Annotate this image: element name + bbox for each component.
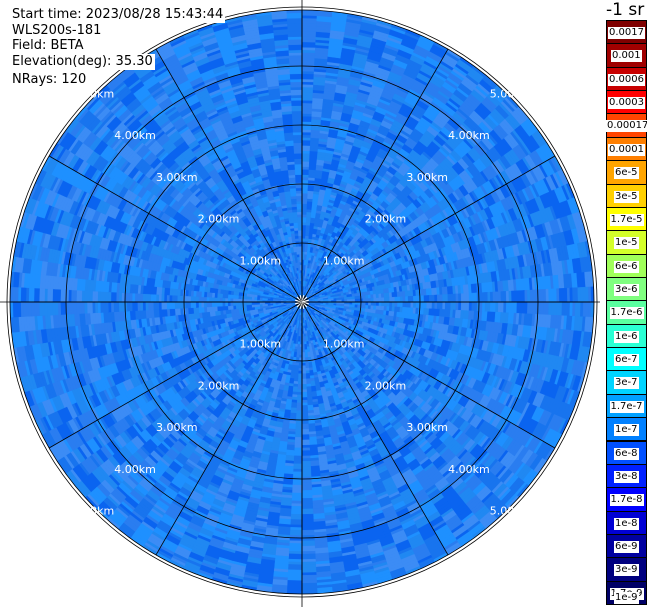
colorbar-tick-label: 1e-9 [614, 592, 639, 604]
ring-label-2km: 2.00km [365, 379, 407, 392]
ring-label-2km: 2.00km [198, 213, 240, 226]
range-ring-3km [124, 124, 480, 480]
ring-label-1km: 1.00km [323, 254, 365, 267]
azimuth-spoke-30 [301, 48, 449, 303]
range-ring-1km [242, 242, 362, 362]
colorbar-tick-label: 1.7e-5 [609, 213, 644, 226]
ring-label-2km: 2.00km [198, 379, 240, 392]
colorbar-tick-label: 6e-5 [614, 167, 639, 180]
colorbar-tick-label: 0.0003 [608, 97, 645, 110]
colorbar-tick-label: 1e-7 [614, 424, 639, 437]
ring-label-3km: 3.00km [406, 171, 448, 184]
azimuth-spoke-300 [48, 155, 303, 303]
colorbar-tick-label: 1.7e-7 [609, 400, 644, 413]
ring-label-3km: 3.00km [156, 421, 198, 434]
elevation-label: Elevation(deg): 35.30 [10, 54, 155, 70]
ring-label-1km: 1.00km [240, 254, 282, 267]
start-time-label: Start time: 2023/08/28 15:43:44 [10, 7, 226, 23]
ring-label-1km: 1.00km [240, 338, 282, 351]
field-label: Field: BETA [10, 38, 86, 54]
colorbar-tick-label: 0.0017 [608, 27, 645, 39]
ring-label-4km: 4.00km [114, 463, 156, 476]
colorbar-tick-label: 3e-9 [614, 564, 639, 577]
colorbar: 0.0017 0.001 0.0006 0.0003 0.00017 0.0001 6e-5… [606, 20, 647, 605]
ring-label-4km: 4.00km [448, 463, 490, 476]
azimuth-spoke-150 [301, 301, 449, 556]
colorbar-tick-label: 0.001 [611, 50, 642, 63]
colorbar-unit: -1 sr [606, 0, 645, 20]
colorbar-tick-label: 6e-8 [614, 447, 639, 460]
azimuth-spoke-240 [48, 301, 303, 449]
colorbar-tick-label: 1.7e-8 [609, 494, 644, 507]
nrays-label: NRays: 120 [10, 72, 89, 88]
instrument-label: WLS200s-181 [10, 23, 104, 39]
colorbar-tick-label: 1e-8 [614, 517, 639, 530]
range-ring-5km [6, 6, 598, 598]
polar-plot: 1.00km 1.00km 1.00km 1.00km 2.00km 2.00km 2.00… [0, 0, 600, 607]
ring-label-3km: 3.00km [406, 421, 448, 434]
colorbar-tick-label: 6e-9 [614, 540, 639, 553]
range-ring-4km [65, 65, 539, 539]
colorbar-tick-label: 0.0001 [608, 143, 645, 156]
colorbar-tick-label: 3e-5 [614, 190, 639, 203]
azimuth-spoke-60 [301, 155, 556, 303]
colorbar-tick-label: 3e-8 [614, 470, 639, 483]
colorbar-tick-label: 1e-5 [614, 237, 639, 250]
colorbar-tick-label: 3e-7 [614, 377, 639, 390]
center-marker [301, 299, 309, 303]
azimuth-spoke-330 [155, 48, 303, 303]
ring-label-2km: 2.00km [365, 213, 407, 226]
colorbar-tick-label: 0.00017 [606, 120, 647, 133]
range-ring-2km [183, 183, 421, 421]
ring-label-4km: 4.00km [114, 129, 156, 142]
colorbar-tick-label: 3e-6 [614, 284, 639, 296]
ring-label-3km: 3.00km [156, 171, 198, 184]
colorbar-tick-label: 0.0006 [608, 73, 645, 86]
ring-label-4km: 4.00km [448, 129, 490, 142]
colorbar-tick-label: 1e-6 [614, 330, 639, 343]
ring-label-5km: 5.00km [490, 87, 532, 100]
ring-label-5km: 5.00km [73, 87, 115, 100]
ring-label-5km: 5.00km [490, 505, 532, 518]
azimuth-spoke-210 [155, 301, 303, 556]
colorbar-tick-label: 6e-7 [614, 354, 639, 366]
ring-label-5km: 5.00km [73, 505, 115, 518]
colorbar-tick-label: 1.7e-6 [609, 307, 644, 320]
ring-label-1km: 1.00km [323, 338, 365, 351]
azimuth-spoke-120 [301, 301, 556, 449]
colorbar-tick-label: 6e-6 [614, 260, 639, 273]
